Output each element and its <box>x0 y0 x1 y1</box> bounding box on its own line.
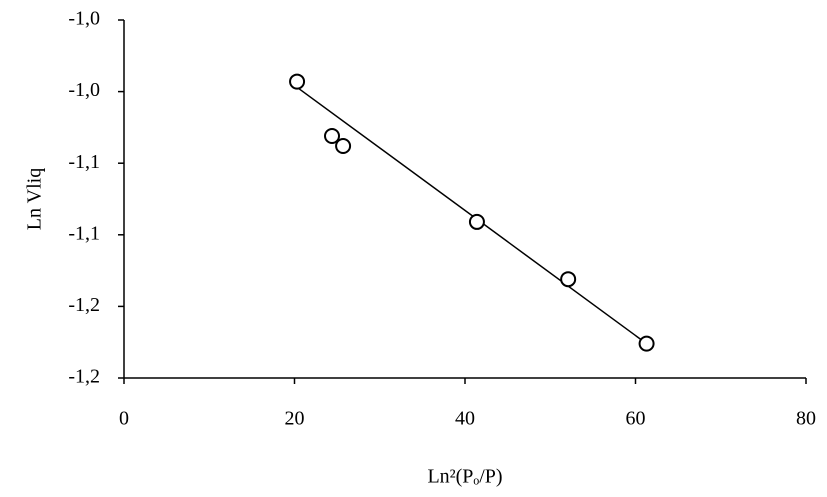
x-tick-label: 20 <box>285 408 305 430</box>
data-point <box>468 213 485 230</box>
y-tick-label: -1,1 <box>68 151 100 173</box>
y-tick-label: -1,2 <box>68 294 100 316</box>
data-point <box>324 127 341 144</box>
data-point <box>638 335 655 352</box>
data-point <box>289 73 306 90</box>
x-tick-label: 0 <box>119 408 129 430</box>
y-tick-label: -1,2 <box>68 366 100 388</box>
x-tick-label: 80 <box>796 408 816 430</box>
y-tick-label: -1,0 <box>68 8 100 30</box>
x-tick-label: 40 <box>455 408 475 430</box>
y-tick-label: -1,0 <box>68 79 100 101</box>
data-point <box>560 271 577 288</box>
data-point <box>335 138 352 155</box>
y-axis-label: Ln Vliq <box>24 168 46 230</box>
x-tick-label: 60 <box>626 408 646 430</box>
x-axis-label: Ln²(Pₒ/P) <box>427 466 502 488</box>
trend-line <box>296 86 648 345</box>
y-tick-label: -1,1 <box>68 222 100 244</box>
